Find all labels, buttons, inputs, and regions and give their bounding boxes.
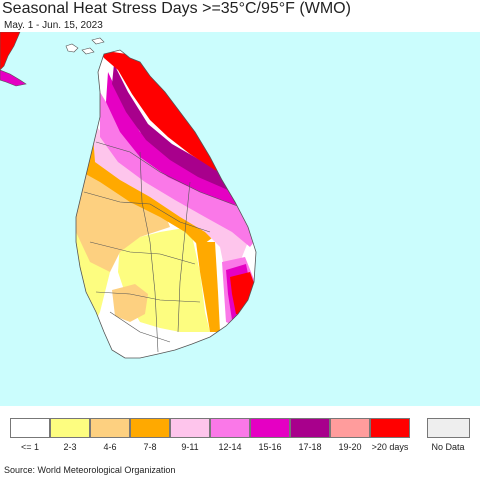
legend-swatch-4 bbox=[130, 418, 170, 438]
india-coast bbox=[0, 32, 21, 71]
legend-label-no-data: No Data bbox=[431, 442, 465, 452]
india-tip bbox=[0, 69, 27, 87]
legend-label-7: 15-16 bbox=[258, 442, 282, 452]
date-range-subtitle: May. 1 - Jun. 15, 2023 bbox=[4, 20, 103, 31]
small-islands bbox=[65, 37, 105, 55]
map-svg bbox=[0, 32, 480, 406]
legend-label-9: 19-20 bbox=[338, 442, 362, 452]
zone-4-6 bbox=[76, 152, 170, 272]
legend-label-2: 2-3 bbox=[63, 442, 77, 452]
zone-7-8b bbox=[196, 242, 220, 332]
legend-swatch-5 bbox=[170, 418, 210, 438]
legend-label-3: 4-6 bbox=[103, 442, 117, 452]
legend-label-8: 17-18 bbox=[298, 442, 322, 452]
legend-swatch-no-data bbox=[427, 418, 470, 438]
legend-swatch-6 bbox=[210, 418, 250, 438]
legend-label-10: >20 days bbox=[371, 442, 409, 452]
zone-12-14 bbox=[100, 92, 256, 247]
legend-label-6: 12-14 bbox=[218, 442, 242, 452]
island-outline bbox=[75, 49, 257, 359]
legend-label-4: 7-8 bbox=[143, 442, 157, 452]
legend-swatch-10 bbox=[370, 418, 410, 438]
map-title: Seasonal Heat Stress Days >=35°C/95°F (W… bbox=[2, 0, 351, 17]
legend-label-1: <= 1 bbox=[20, 442, 40, 452]
legend-swatch-8 bbox=[290, 418, 330, 438]
legend-swatch-1 bbox=[10, 418, 50, 438]
legend: <= 1 2-3 4-6 7-8 9-11 12-14 15-16 17-18 … bbox=[10, 418, 472, 458]
legend-label-5: 9-11 bbox=[181, 442, 199, 452]
legend-swatch-9 bbox=[330, 418, 370, 438]
legend-swatch-3 bbox=[90, 418, 130, 438]
district-boundaries bbox=[83, 141, 241, 353]
legend-swatch-2 bbox=[50, 418, 90, 438]
source-credit: Source: World Meteorological Organizatio… bbox=[4, 465, 176, 475]
legend-swatch-7 bbox=[250, 418, 290, 438]
heat-stress-map bbox=[0, 32, 480, 406]
